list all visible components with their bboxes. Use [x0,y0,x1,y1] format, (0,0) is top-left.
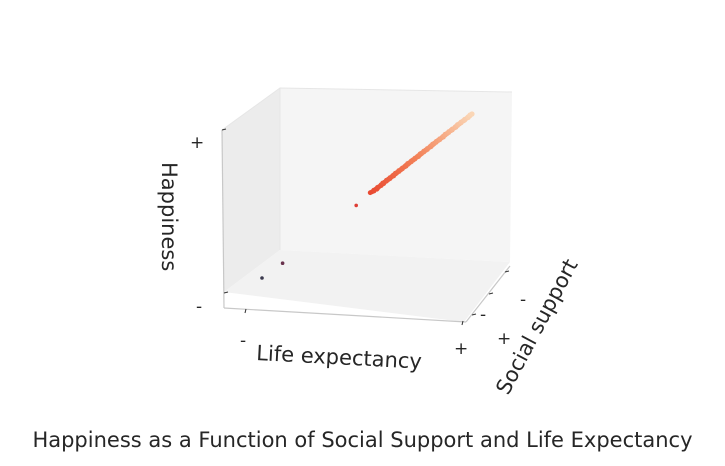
z-axis-title: Happiness [157,162,181,271]
tick-mark [461,320,464,326]
x-tick-label: - [240,331,246,351]
z-tick-label: - [196,297,202,317]
y-tick-label: + [497,329,511,349]
scatter-points [260,111,475,280]
chart-title: Happiness as a Function of Social Suppor… [32,428,693,452]
x-axis-title: Life expectancy [256,341,423,374]
z-axis-line [221,129,225,309]
tick-mark [488,292,494,295]
z-tick-label: + [190,133,204,153]
x-axis-line [223,307,467,323]
y-axis-title: Social support [491,255,582,398]
y-tick-label: - [520,290,526,310]
data-point [280,261,285,266]
tick-mark [471,313,477,316]
floor-pane [224,250,510,322]
tick-mark [244,308,247,314]
tick-mark [223,291,229,294]
data-point [260,276,264,280]
tick-mark [504,270,510,273]
y-tick-label: - [480,305,486,325]
y-axis-line [465,265,511,323]
tick-mark [221,128,227,131]
data-point [469,111,475,117]
data-point [354,203,359,208]
chart-3d-plot: + - - + - - + Life expectancy Happiness … [157,87,583,398]
side-pane [222,88,280,292]
x-tick-label: + [454,339,468,359]
